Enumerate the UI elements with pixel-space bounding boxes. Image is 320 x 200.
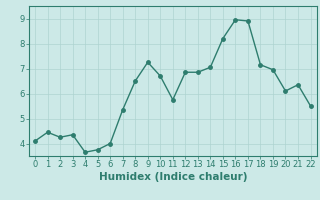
X-axis label: Humidex (Indice chaleur): Humidex (Indice chaleur) <box>99 172 247 182</box>
